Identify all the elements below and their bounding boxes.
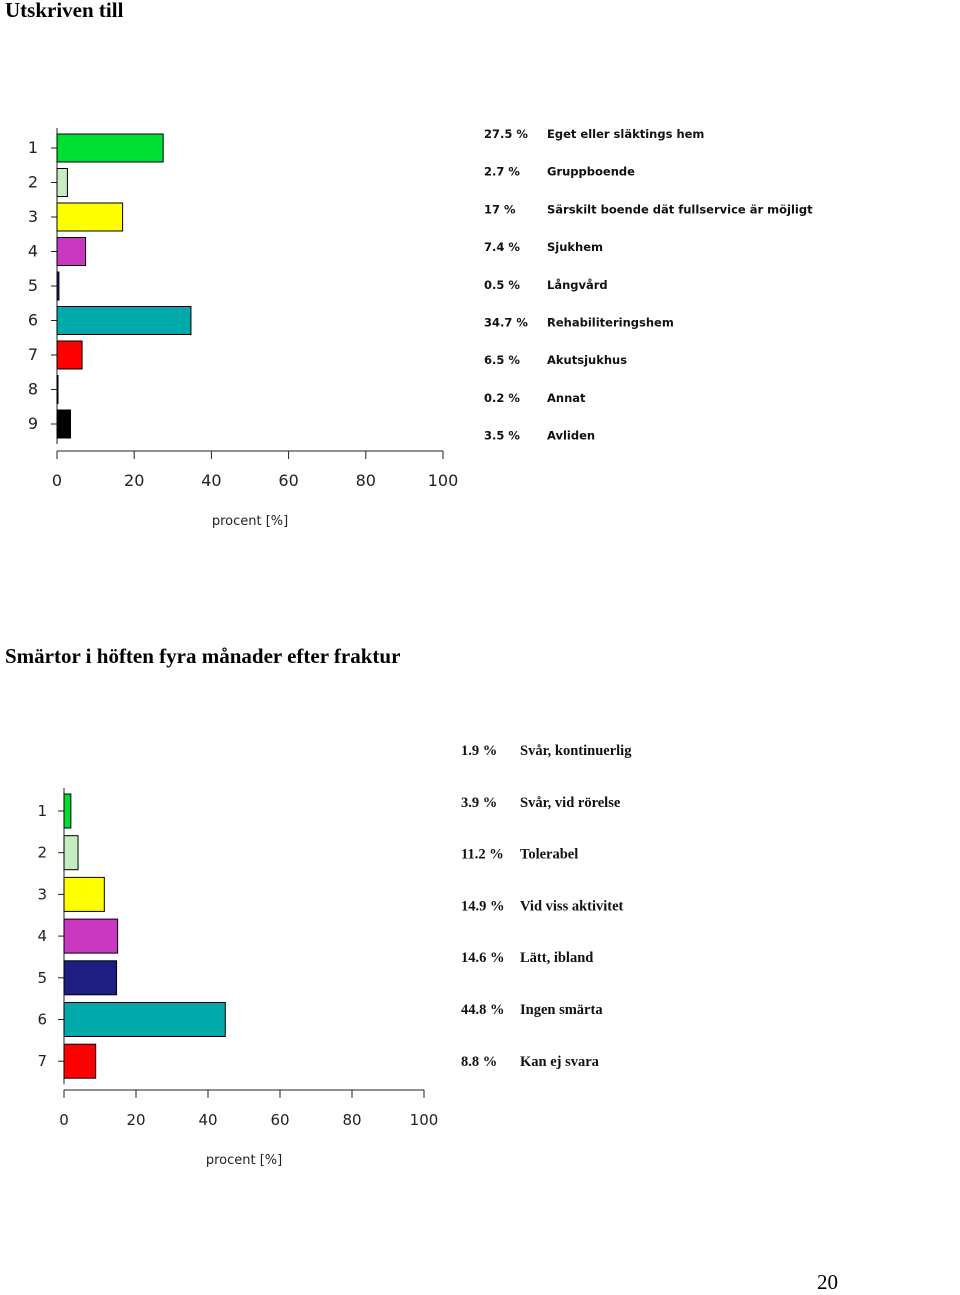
x-tick-label: 0 [59,1111,69,1129]
x-tick-label: 20 [124,471,144,490]
x-tick-label: 100 [410,1111,439,1129]
legend-value: 3.5 % [484,429,520,443]
y-tick-label: 9 [28,414,38,433]
x-tick-label: 60 [278,471,298,490]
bar [56,271,60,301]
legend-label: Eget eller släktings hem [547,127,704,141]
y-tick-label: 1 [37,802,47,820]
y-tick-label: 1 [28,138,38,157]
x-tick-label: 20 [126,1111,145,1129]
y-tick-label: 7 [28,345,38,364]
legend-label: Svår, kontinuerlig [520,743,632,759]
x-tick-label: 40 [198,1111,217,1129]
x-tick-label: 80 [342,1111,361,1129]
legend-label: Lätt, ibland [520,950,593,966]
bar [63,1043,97,1079]
y-tick-label: 4 [28,242,38,261]
x-tick-label: 100 [428,471,459,490]
legend-label: Avliden [547,429,595,443]
legend-label: Långvård [547,278,608,292]
x-axis-label: procent [%] [206,1153,282,1168]
y-tick-label: 2 [28,173,38,192]
bar [63,793,72,829]
y-tick-label: 3 [37,885,47,903]
legend-label: Vid viss aktivitet [520,898,624,914]
x-tick-label: 60 [270,1111,289,1129]
x-tick-label: 0 [52,471,62,490]
x-tick-label: 80 [356,471,376,490]
legend-label: Rehabiliteringshem [547,316,674,330]
legend-value: 3.9 % [461,795,497,811]
y-tick-label: 7 [37,1052,47,1070]
bar [56,202,124,232]
bar [56,375,59,404]
legend-label: Ingen smärta [520,1002,603,1018]
legend-label: Akutsjukhus [547,353,627,367]
legend-value: 7.4 % [484,240,520,254]
legend-value: 27.5 % [484,127,528,141]
bar [63,1002,226,1037]
y-tick-label: 2 [37,844,47,862]
y-tick-label: 4 [37,927,47,945]
legend-value: 11.2 % [461,847,504,863]
legend-value: 2.7 % [484,165,520,179]
legend-value: 14.6 % [461,950,505,966]
y-tick-label: 6 [28,311,38,330]
chart-title-hip-pain: Smärtor i höften fyra månader efter frak… [5,644,401,668]
y-tick-label: 5 [37,969,47,987]
legend-value: 14.9 % [461,898,505,914]
page-number: 20 [817,1270,838,1294]
y-tick-label: 3 [28,207,38,226]
y-tick-label: 8 [28,380,38,399]
chart-title-discharged-to: Utskriven till [5,0,124,22]
y-tick-label: 5 [28,276,38,295]
legend-label: Kan ej svara [520,1054,600,1070]
x-axis-label: procent [%] [212,514,288,529]
bar-chart-hip-pain: 1 1.9 % Svår, kontinuerlig 2 3.9 % Svår, vid … [37,743,632,1168]
legend-value: 1.9 % [461,743,497,759]
legend-value: 34.7 % [484,316,528,330]
bar [56,340,83,370]
legend-label: Tolerabel [520,847,578,863]
legend-value: 0.2 % [484,391,520,405]
bar [63,960,118,996]
legend-label: Svår, vid rörelse [520,795,621,811]
legend-value: 17 % [484,202,516,216]
bar [56,306,192,335]
legend-value: 0.5 % [484,278,520,292]
bar [56,168,68,197]
legend-label: Särskilt boende dät fullservice är möjli… [547,202,813,216]
legend-value: 44.8 % [461,1002,505,1018]
bar [56,133,164,163]
legend-value: 8.8 % [461,1054,497,1070]
legend-label: Sjukhem [547,240,603,254]
bar [63,876,105,912]
bar [63,835,79,871]
bar-chart-discharged-to: 1 27.5 % Eget eller släktings hem 2 2.7 % Gru… [28,127,813,529]
legend-value: 6.5 % [484,353,520,367]
x-tick-label: 40 [201,471,221,490]
bar [56,409,72,439]
bar [56,237,87,266]
bar [63,918,119,954]
legend-label: Annat [547,391,586,405]
legend-label: Gruppboende [547,165,635,179]
y-tick-label: 6 [37,1011,47,1029]
